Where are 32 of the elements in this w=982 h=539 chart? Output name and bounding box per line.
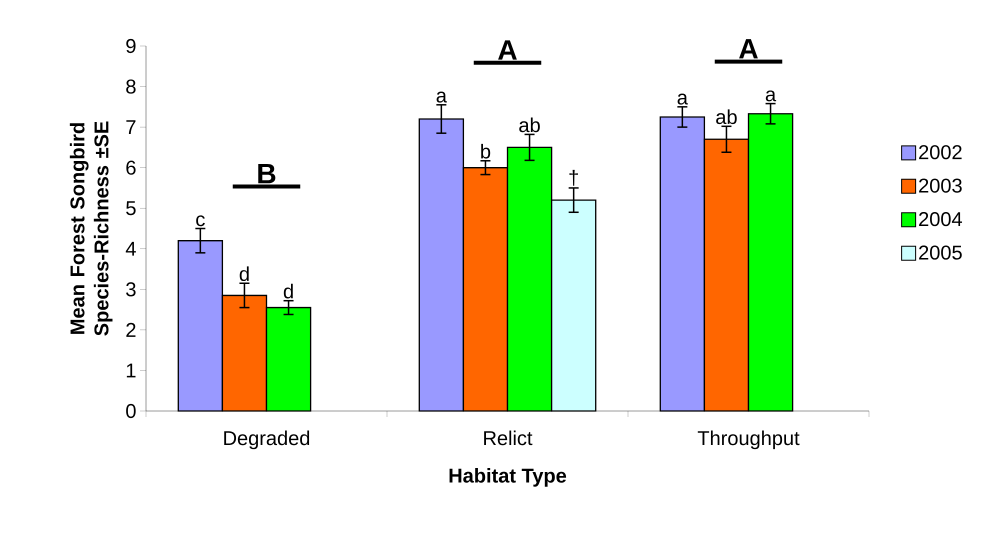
data-label: b (481, 144, 490, 159)
x-tick-label: Throughput (698, 430, 800, 450)
x-tick-label: Relict (484, 430, 532, 446)
legend-label: 2003 (919, 178, 962, 193)
y-tick-label: 0 (126, 404, 136, 418)
y-tick-label: 6 (126, 160, 136, 175)
data-label: c (196, 215, 205, 226)
data-label: d (284, 284, 293, 298)
legend-label: 2004 (919, 212, 962, 226)
y-axis-title: Mean Forest Songbird Species-Richness ±SE (70, 122, 112, 336)
y-tick-label: 2 (126, 322, 136, 337)
legend-label: 2005 (919, 246, 962, 260)
data-label: † (569, 170, 578, 186)
data-label: ab (716, 109, 737, 124)
y-tick-label: 7 (126, 120, 136, 134)
y-tick-label: 3 (126, 282, 136, 296)
data-label: a (678, 94, 688, 105)
data-label: a (766, 90, 776, 102)
annotation: B (258, 164, 276, 184)
data-label: d (240, 266, 249, 282)
y-tick-label: 9 (126, 38, 136, 54)
y-tick-label: 8 (126, 79, 136, 94)
annotation: A (739, 39, 758, 58)
data-label: ab (519, 118, 540, 132)
y-tick-label: 4 (126, 242, 136, 256)
x-tick-label: Degraded (224, 430, 310, 450)
annotation: A (498, 40, 517, 60)
y-tick-label: 1 (126, 364, 136, 378)
y-tick-label: 5 (126, 201, 136, 216)
x-axis-title: Habitat Type (450, 468, 566, 487)
legend-label: 2002 (919, 145, 962, 160)
data-label: a (436, 92, 447, 103)
